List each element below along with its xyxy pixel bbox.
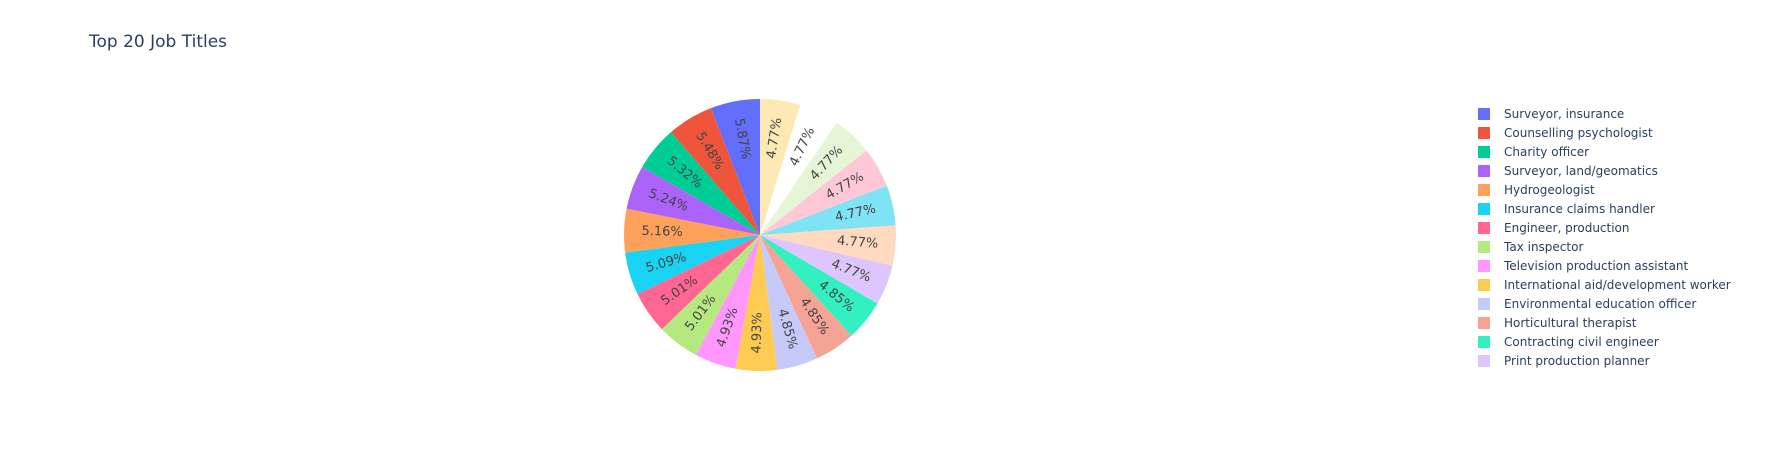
legend-label: Surveyor, land/geomatics — [1504, 163, 1658, 178]
legend-label: Television production assistant — [1504, 258, 1689, 273]
pie-slice-10[interactable] — [735, 235, 778, 371]
pie-slice-label-5: 5.16% — [641, 224, 683, 240]
pie-slice-14[interactable] — [760, 235, 893, 304]
legend-item-9[interactable]: Television production assistant — [1478, 256, 1731, 275]
legend-swatch — [1478, 221, 1490, 234]
legend-item-10[interactable]: International aid/development worker — [1478, 275, 1731, 294]
legend-label: Horticultural therapist — [1504, 315, 1637, 330]
pie-slice-9[interactable] — [695, 235, 760, 369]
legend-swatch — [1478, 259, 1490, 272]
legend-label: Tax inspector — [1504, 239, 1584, 254]
pie-slice-13[interactable] — [760, 235, 878, 336]
legend: Surveyor, insurance Counselling psycholog… — [1478, 104, 1731, 370]
legend-item-1[interactable]: Surveyor, insurance — [1478, 104, 1731, 123]
legend-swatch — [1478, 183, 1490, 196]
pie-slice-8[interactable] — [661, 235, 760, 355]
legend-item-7[interactable]: Engineer, production — [1478, 218, 1731, 237]
legend-item-3[interactable]: Charity officer — [1478, 142, 1731, 161]
pie-slice-17[interactable] — [760, 150, 887, 235]
legend-item-12[interactable]: Horticultural therapist — [1478, 313, 1731, 332]
pie-slice-label-10: 4.93% — [749, 312, 765, 354]
pie-slice-20[interactable] — [760, 99, 801, 235]
legend-swatch — [1478, 126, 1490, 139]
legend-swatch — [1478, 278, 1490, 291]
legend-item-5[interactable]: Hydrogeologist — [1478, 180, 1731, 199]
pie-slice-16[interactable] — [760, 185, 896, 235]
legend-swatch — [1478, 335, 1490, 348]
chart-title: Top 20 Job Titles — [89, 32, 228, 52]
pie-slice-11[interactable] — [760, 235, 818, 370]
legend-label: Charity officer — [1504, 144, 1590, 159]
legend-item-11[interactable]: Environmental education officer — [1478, 294, 1731, 313]
legend-swatch — [1478, 316, 1490, 329]
pie-slice-5[interactable] — [624, 208, 760, 253]
legend-label: Environmental education officer — [1504, 296, 1697, 311]
pie-slice-19[interactable] — [760, 105, 837, 235]
legend-swatch — [1478, 107, 1490, 120]
pie-slice-1[interactable] — [710, 99, 760, 235]
legend-label: Counselling psychologist — [1504, 125, 1653, 140]
pie-slice-6[interactable] — [625, 235, 760, 295]
legend-swatch — [1478, 164, 1490, 177]
legend-swatch — [1478, 297, 1490, 310]
legend-swatch — [1478, 354, 1490, 367]
legend-item-8[interactable]: Tax inspector — [1478, 237, 1731, 256]
pie-slice-4[interactable] — [626, 167, 760, 235]
pie-slice-15[interactable] — [760, 225, 897, 266]
legend-item-4[interactable]: Surveyor, land/geomatics — [1478, 161, 1731, 180]
legend-label: Insurance claims handler — [1504, 201, 1655, 216]
legend-label: International aid/development worker — [1504, 277, 1731, 292]
legend-swatch — [1478, 240, 1490, 253]
legend-item-13[interactable]: Contracting civil engineer — [1478, 332, 1731, 351]
legend-label: Contracting civil engineer — [1504, 334, 1659, 349]
pie-slice-label-1: 5.87% — [731, 117, 753, 160]
legend-item-14[interactable]: Print production planner — [1478, 351, 1731, 370]
pie-slice-12[interactable] — [760, 235, 852, 359]
legend-label: Print production planner — [1504, 353, 1650, 368]
pie-slice-2[interactable] — [671, 108, 760, 235]
legend-label: Engineer, production — [1504, 220, 1630, 235]
legend-swatch — [1478, 145, 1490, 158]
pie-slice-label-20: 4.77% — [764, 117, 785, 160]
legend-item-6[interactable]: Insurance claims handler — [1478, 199, 1731, 218]
legend-label: Hydrogeologist — [1504, 182, 1595, 197]
pie-slice-3[interactable] — [642, 132, 760, 235]
pie-slice-label-15: 4.77% — [836, 234, 878, 252]
pie-slice-7[interactable] — [637, 235, 760, 330]
legend-label: Surveyor, insurance — [1504, 106, 1625, 121]
legend-item-2[interactable]: Counselling psychologist — [1478, 123, 1731, 142]
legend-swatch — [1478, 202, 1490, 215]
pie-slice-18[interactable] — [760, 122, 867, 235]
